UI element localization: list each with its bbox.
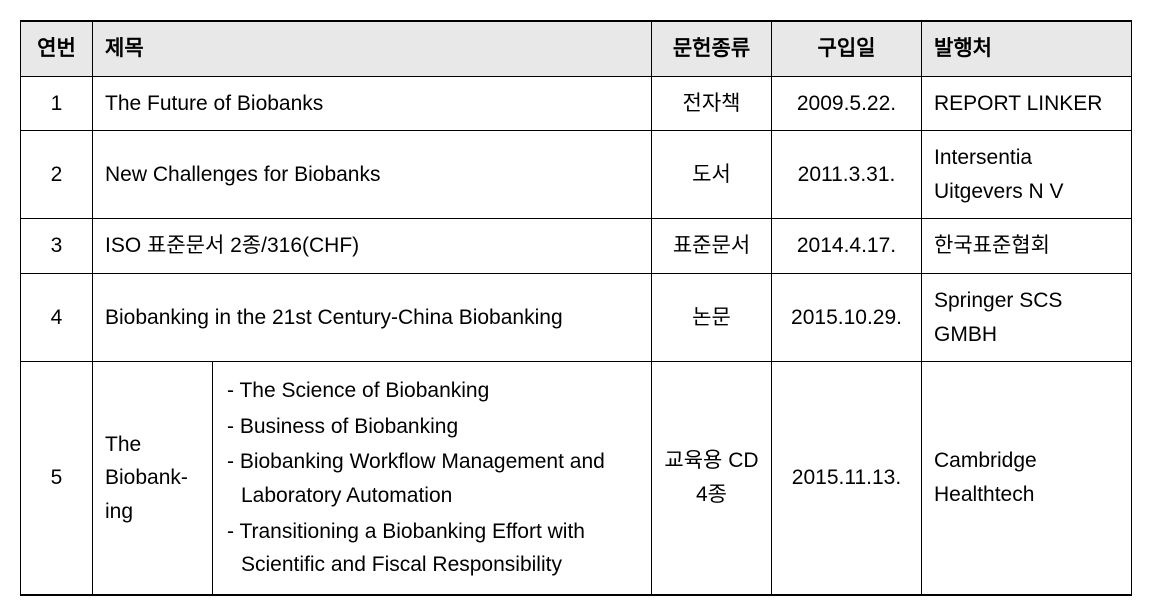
cell-publisher: 한국표준협회 xyxy=(922,219,1132,274)
cell-publisher: Intersentia Uitgevers N V xyxy=(922,131,1132,219)
table-row: 4 Biobanking in the 21st Century-China B… xyxy=(21,273,1132,361)
cell-num: 5 xyxy=(21,362,93,595)
cell-publisher: REPORT LINKER xyxy=(922,76,1132,131)
cell-type: 표준문서 xyxy=(652,219,772,274)
cell-type: 전자책 xyxy=(652,76,772,131)
cell-title: ISO 표준문서 2종/316(CHF) xyxy=(93,219,652,274)
cell-num: 3 xyxy=(21,219,93,274)
table-row: 1 The Future of Biobanks 전자책 2009.5.22. … xyxy=(21,76,1132,131)
cell-num: 1 xyxy=(21,76,93,131)
cell-title-group: The Biobank-ing xyxy=(93,362,213,595)
cell-date: 2014.4.17. xyxy=(772,219,922,274)
cell-type: 논문 xyxy=(652,273,772,361)
col-header-date: 구입일 xyxy=(772,21,922,76)
subitems-list: - The Science of Biobanking - Business o… xyxy=(227,374,639,582)
documents-table: 연번 제목 문헌종류 구입일 발행처 1 The Future of Bioba… xyxy=(20,20,1132,596)
cell-date: 2015.10.29. xyxy=(772,273,922,361)
table-header-row: 연번 제목 문헌종류 구입일 발행처 xyxy=(21,21,1132,76)
cell-num: 2 xyxy=(21,131,93,219)
cell-date: 2009.5.22. xyxy=(772,76,922,131)
cell-title: Biobanking in the 21st Century-China Bio… xyxy=(93,273,652,361)
list-item: - Biobanking Workflow Management and Lab… xyxy=(227,445,639,512)
table-row: 5 The Biobank-ing - The Science of Bioba… xyxy=(21,362,1132,595)
col-header-publisher: 발행처 xyxy=(922,21,1132,76)
table-row: 3 ISO 표준문서 2종/316(CHF) 표준문서 2014.4.17. 한… xyxy=(21,219,1132,274)
cell-type: 교육용 CD 4종 xyxy=(652,362,772,595)
cell-subitems: - The Science of Biobanking - Business o… xyxy=(213,362,652,595)
list-item: - Transitioning a Biobanking Effort with… xyxy=(227,515,639,582)
cell-title: New Challenges for Biobanks xyxy=(93,131,652,219)
list-item: - The Science of Biobanking xyxy=(227,374,639,408)
table-row: 2 New Challenges for Biobanks 도서 2011.3.… xyxy=(21,131,1132,219)
cell-title: The Future of Biobanks xyxy=(93,76,652,131)
cell-date: 2011.3.31. xyxy=(772,131,922,219)
cell-date: 2015.11.13. xyxy=(772,362,922,595)
cell-publisher: Springer SCS GMBH xyxy=(922,273,1132,361)
col-header-title: 제목 xyxy=(93,21,652,76)
col-header-num: 연번 xyxy=(21,21,93,76)
cell-num: 4 xyxy=(21,273,93,361)
col-header-type: 문헌종류 xyxy=(652,21,772,76)
list-item: - Business of Biobanking xyxy=(227,410,639,444)
cell-publisher: Cambridge Healthtech xyxy=(922,362,1132,595)
cell-type: 도서 xyxy=(652,131,772,219)
